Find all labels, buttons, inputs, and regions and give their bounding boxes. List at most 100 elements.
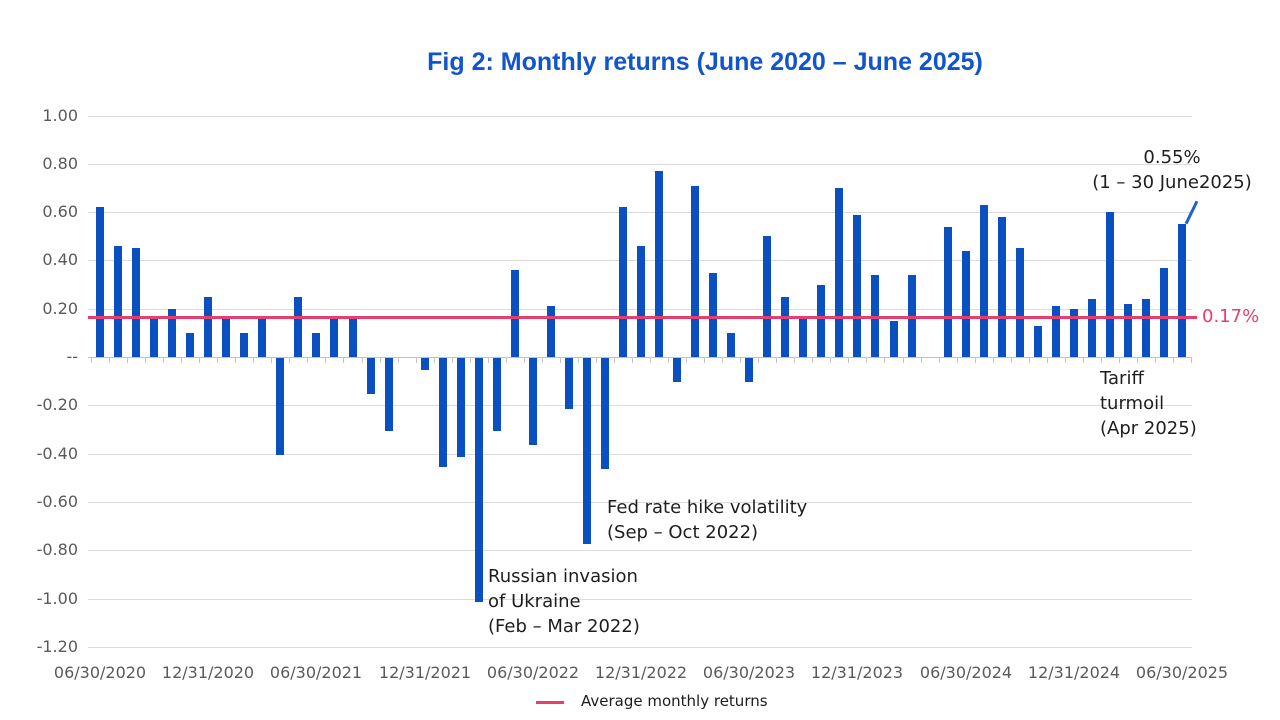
annotation-line: (1 – 30 June2025) — [1092, 172, 1252, 193]
bar-may-2022 — [510, 270, 519, 357]
axis-tick — [938, 357, 940, 363]
axis-tick — [235, 357, 237, 363]
gridline — [88, 502, 1192, 503]
axis-tick — [776, 357, 778, 363]
axis-tick — [523, 357, 525, 363]
annotation-line: Russian invasion — [488, 566, 638, 587]
bar-jun-2021 — [312, 332, 321, 358]
axis-tick — [812, 357, 814, 363]
axis-tick — [379, 357, 381, 363]
bar-mar-2021 — [258, 318, 267, 357]
axis-tick — [559, 357, 561, 363]
axis-tick — [595, 357, 597, 363]
bar-jun-2025 — [1178, 224, 1186, 357]
x-axis-label: 12/31/2024 — [1027, 663, 1121, 682]
bar-jul-2024 — [979, 204, 988, 357]
annotation-russian-invasion: Russian invasion of Ukraine (Feb – Mar 202… — [488, 564, 640, 639]
bar-sep-2022 — [582, 358, 591, 544]
axis-tick — [505, 357, 507, 363]
bar-jan-2022 — [438, 358, 447, 467]
axis-tick — [253, 357, 255, 363]
gridline — [88, 164, 1192, 165]
axis-tick — [830, 357, 832, 363]
axis-tick — [884, 357, 886, 363]
annotation-fed-rate-hike: Fed rate hike volatility (Sep – Oct 2022) — [607, 495, 807, 545]
annotation-line: turmoil — [1100, 393, 1165, 414]
gridline — [88, 212, 1192, 213]
bar-oct-2022 — [600, 358, 609, 470]
axis-tick — [650, 357, 651, 363]
bar-jun-2023 — [745, 358, 754, 383]
axis-tick — [758, 357, 760, 363]
gridline — [88, 116, 1192, 117]
axis-tick — [289, 357, 291, 363]
bar-jul-2020 — [114, 245, 122, 357]
bar-dec-2020 — [204, 296, 213, 357]
axis-tick — [1173, 357, 1174, 363]
axis-tick — [1064, 357, 1066, 363]
gridline — [88, 357, 1192, 358]
axis-tick — [343, 357, 345, 363]
y-axis-label: 0.60 — [42, 202, 78, 221]
bar-jul-2021 — [330, 318, 339, 357]
y-axis-label: -- — [66, 347, 78, 366]
bar-jul-2022 — [546, 306, 555, 357]
axis-tick — [181, 357, 183, 363]
axis-tick — [361, 357, 363, 363]
bar-nov-2024 — [1051, 306, 1060, 357]
x-axis-label: 12/31/2021 — [378, 663, 472, 682]
axis-tick — [91, 357, 92, 363]
axis-tick — [325, 357, 327, 363]
bar-sep-2020 — [150, 318, 159, 357]
annotation-line: Fed rate hike volatility — [607, 497, 808, 518]
axis-tick — [1100, 357, 1102, 363]
axis-tick — [920, 357, 922, 363]
axis-tick — [1191, 357, 1192, 363]
y-axis-label: 1.00 — [42, 106, 78, 125]
annotation-line: Tariff — [1100, 368, 1144, 389]
bar-oct-2023 — [817, 284, 826, 358]
axis-tick — [1010, 357, 1012, 363]
bar-aug-2021 — [348, 318, 357, 357]
y-axis-label: -0.40 — [36, 444, 78, 463]
bar-feb-2021 — [240, 332, 249, 358]
axis-tick — [902, 357, 904, 363]
axis-tick — [1118, 357, 1120, 363]
legend-label: Average monthly returns — [581, 692, 768, 710]
gridline — [88, 647, 1192, 648]
annotation-tariff-turmoil: Tariff turmoil (Apr 2025) — [1100, 366, 1197, 441]
bar-mar-2022 — [474, 358, 483, 602]
bar-sep-2023 — [799, 318, 808, 357]
bar-jan-2024 — [871, 274, 880, 357]
x-axis-label: 06/30/2020 — [53, 663, 147, 682]
bar-jun-2024 — [961, 250, 970, 357]
average-line-label: 0.17% — [1202, 306, 1260, 327]
axis-tick — [992, 357, 994, 363]
axis-tick — [668, 357, 669, 363]
bar-oct-2021 — [384, 358, 393, 431]
x-axis-label: 12/31/2023 — [810, 663, 904, 682]
bar-jul-2023 — [763, 236, 772, 358]
annotation-line: of Ukraine — [488, 591, 581, 612]
axis-tick — [199, 357, 201, 363]
x-axis-label: 12/31/2022 — [594, 663, 688, 682]
gridline — [88, 599, 1192, 600]
bar-dec-2022 — [637, 245, 645, 357]
axis-tick — [1154, 357, 1156, 363]
bar-apr-2021 — [276, 358, 285, 455]
axis-tick — [632, 357, 633, 363]
bar-may-2023 — [727, 332, 736, 358]
axis-tick — [127, 357, 128, 363]
x-axis-label: 06/30/2023 — [702, 663, 796, 682]
annotation-line: (Apr 2025) — [1100, 418, 1197, 439]
gridline — [88, 454, 1192, 455]
bar-jan-2023 — [655, 171, 663, 357]
y-axis-label: 0.20 — [42, 299, 78, 318]
x-axis-label: 06/30/2025 — [1135, 663, 1229, 682]
bar-apr-2022 — [492, 358, 501, 431]
annotation-line: (Feb – Mar 2022) — [488, 616, 640, 637]
gridline — [88, 405, 1192, 406]
x-axis-label: 12/31/2020 — [161, 663, 255, 682]
x-axis-label: 06/30/2024 — [919, 663, 1013, 682]
